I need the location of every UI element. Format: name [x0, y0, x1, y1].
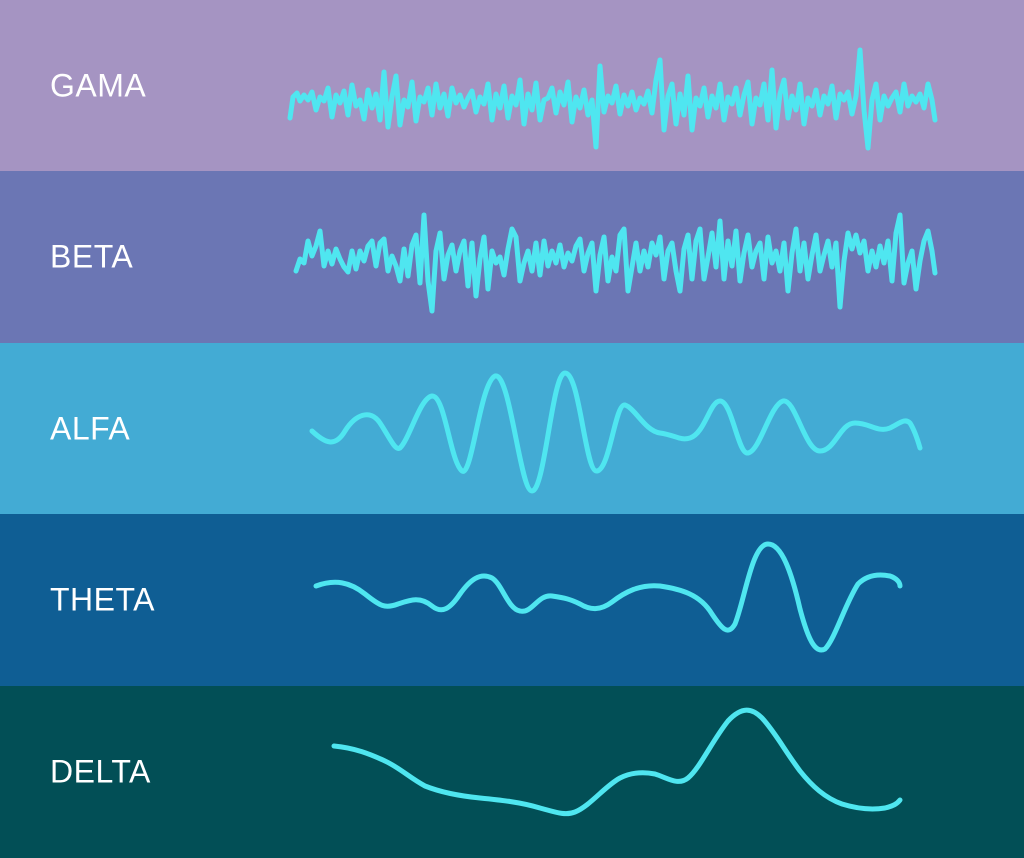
alfa-waveform — [309, 370, 923, 494]
band-label-beta: BETA — [50, 238, 134, 275]
alfa-wave-line — [309, 370, 923, 494]
band-gama: GAMA — [0, 0, 1024, 171]
band-label-gama: GAMA — [50, 67, 147, 103]
beta-wave-line — [293, 212, 938, 314]
theta-wave-line — [313, 541, 903, 653]
band-beta: BETA — [0, 171, 1024, 343]
delta-wave-line — [331, 707, 903, 817]
delta-waveform — [331, 707, 903, 817]
band-alfa: ALFA — [0, 343, 1024, 514]
beta-waveform — [293, 212, 938, 314]
gama-wave-line — [287, 47, 938, 151]
theta-waveform — [313, 541, 903, 653]
band-delta: DELTA — [0, 686, 1024, 858]
band-label-theta: THETA — [50, 581, 156, 618]
band-label-alfa: ALFA — [50, 410, 131, 446]
gama-waveform — [287, 47, 938, 151]
band-theta: THETA — [0, 514, 1024, 686]
band-label-delta: DELTA — [50, 753, 151, 790]
